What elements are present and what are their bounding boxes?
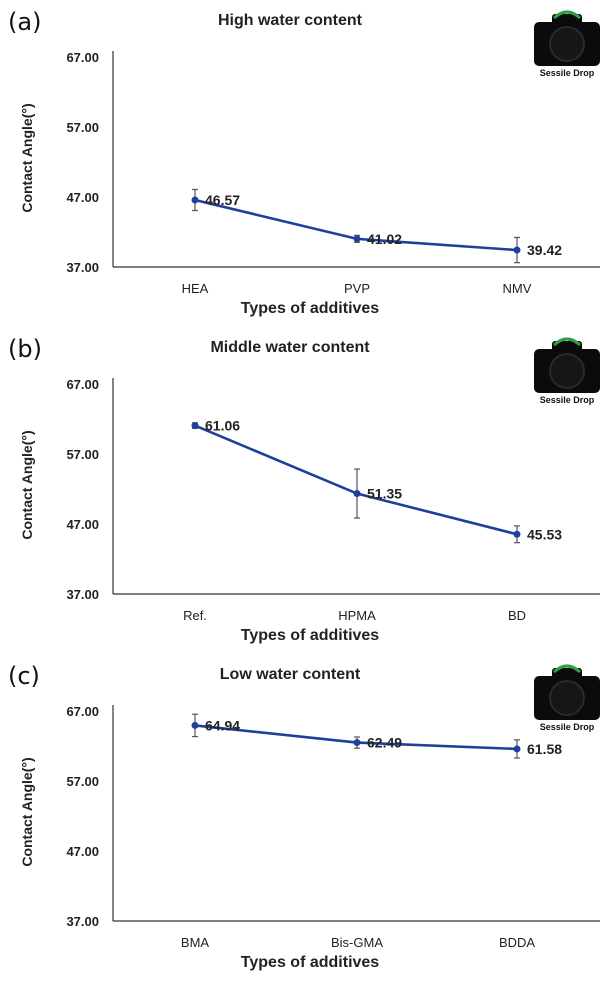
- sessile-drop-label: Sessile Drop: [539, 68, 595, 78]
- chart-plot-area: 37.00 47.00 57.00 67.00 BMA Bis-GMA BDDA 64.94 6…: [66, 704, 600, 950]
- data-label: 61.06: [205, 418, 240, 434]
- y-tick-label: 37.00: [66, 914, 99, 929]
- data-label: 51.35: [367, 486, 402, 502]
- x-tick-label: HEA: [182, 281, 209, 296]
- panel-letter: (b): [8, 335, 42, 363]
- x-tick-label: HPMA: [338, 608, 376, 623]
- panel-letter: (a): [8, 8, 42, 36]
- y-tick-label: 47.00: [66, 190, 99, 205]
- data-point: [191, 721, 199, 729]
- chart-panel-a: (a) High water content Contact Angle(°) …: [0, 0, 607, 327]
- y-tick-label: 67.00: [66, 704, 99, 719]
- camera-icon: [534, 337, 600, 393]
- x-axis-label: Types of additives: [240, 300, 380, 317]
- chart-panel-c: (c) Low water content Contact Angle(°) 3…: [0, 654, 607, 981]
- data-label: 46.57: [205, 192, 240, 208]
- sessile-drop-badge: Sessile Drop: [530, 8, 604, 88]
- chart-title: Middle water content: [210, 339, 370, 356]
- sessile-drop-badge: Sessile Drop: [530, 662, 604, 742]
- data-point: [353, 490, 361, 498]
- y-tick-label: 57.00: [66, 120, 99, 135]
- x-tick-label: NMV: [503, 281, 532, 296]
- x-tick-label: PVP: [344, 281, 370, 296]
- y-tick-label: 37.00: [66, 587, 99, 602]
- data-label: 61.58: [527, 741, 562, 757]
- data-label: 41.02: [367, 231, 402, 247]
- sessile-drop-label: Sessile Drop: [539, 722, 595, 732]
- camera-icon: [534, 10, 600, 66]
- x-axis-label: Types of additives: [240, 954, 380, 971]
- panel-letter: (c): [8, 662, 40, 690]
- data-label: 39.42: [527, 242, 562, 258]
- data-point: [513, 745, 521, 753]
- chart-title: Low water content: [219, 666, 361, 683]
- data-point: [191, 422, 199, 430]
- chart-plot-area: 37.00 47.00 57.00 67.00 HEA PVP NMV 46.57 41.02 3…: [66, 50, 600, 296]
- x-tick-label: BMA: [181, 935, 210, 950]
- data-point: [513, 246, 521, 254]
- y-tick-label: 57.00: [66, 774, 99, 789]
- sessile-drop-label: Sessile Drop: [539, 395, 595, 405]
- x-tick-label: BD: [508, 608, 526, 623]
- data-point: [353, 235, 361, 243]
- data-label: 45.53: [527, 526, 562, 542]
- sessile-drop-badge: Sessile Drop: [530, 335, 604, 415]
- y-tick-label: 47.00: [66, 844, 99, 859]
- chart-panel-b: (b) Middle water content Contact Angle(°…: [0, 327, 607, 654]
- y-tick-label: 37.00: [66, 260, 99, 275]
- y-tick-label: 57.00: [66, 447, 99, 462]
- data-point: [513, 530, 521, 538]
- data-label: 62.49: [367, 735, 402, 751]
- x-axis-label: Types of additives: [240, 627, 380, 644]
- y-tick-label: 67.00: [66, 377, 99, 392]
- y-tick-label: 67.00: [66, 50, 99, 65]
- data-label: 64.94: [205, 717, 240, 733]
- data-point: [353, 739, 361, 747]
- x-tick-label: Ref.: [183, 608, 207, 623]
- chart-title: High water content: [217, 12, 362, 29]
- x-tick-label: Bis-GMA: [331, 935, 383, 950]
- data-point: [191, 196, 199, 204]
- chart-plot-area: 37.00 47.00 57.00 67.00 Ref. HPMA BD 61.06 51.35…: [66, 377, 600, 623]
- x-tick-label: BDDA: [499, 935, 535, 950]
- camera-icon: [534, 664, 600, 720]
- y-tick-label: 47.00: [66, 517, 99, 532]
